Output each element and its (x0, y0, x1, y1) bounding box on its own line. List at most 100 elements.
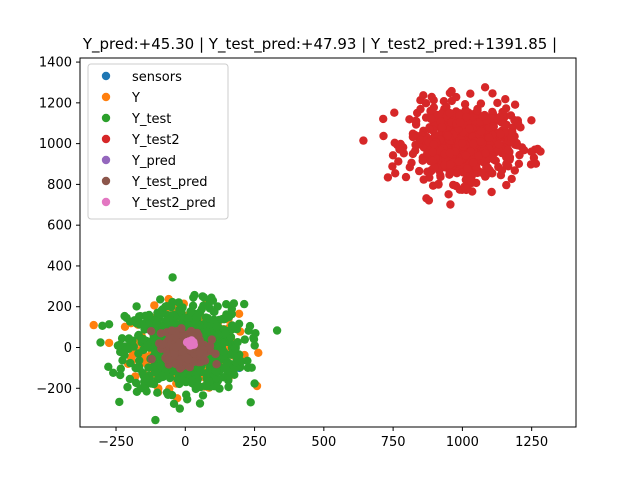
chart-title: Y_pred:+45.30 | Y_test_pred:+47.93 | Y_t… (82, 35, 557, 54)
legend: sensors Y Y_test Y_test2 Y_pred Y_test_pred Y_… (87, 63, 229, 220)
y-tick-label: 1000 (39, 137, 72, 152)
data-point (212, 322, 221, 331)
data-point (473, 168, 482, 178)
data-point (184, 355, 193, 364)
data-point (186, 307, 195, 316)
data-point (116, 364, 126, 373)
data-point (508, 128, 517, 137)
data-point (89, 320, 98, 330)
y-tick-label: 0 (64, 341, 72, 356)
data-point (461, 184, 470, 193)
data-point (401, 172, 411, 182)
data-point (501, 95, 510, 104)
data-point (104, 362, 113, 371)
data-point (218, 338, 228, 348)
data-point (460, 100, 470, 109)
data-point (527, 147, 536, 156)
data-point (229, 299, 239, 308)
data-point (109, 368, 118, 377)
data-point (496, 129, 505, 139)
data-point (190, 290, 199, 300)
data-point (146, 327, 156, 336)
data-point (191, 384, 200, 394)
data-point (476, 127, 486, 136)
data-point (153, 388, 162, 397)
data-point (465, 124, 474, 134)
legend-marker (101, 197, 111, 207)
data-point (138, 334, 148, 344)
data-point (149, 335, 158, 344)
data-point (250, 379, 259, 388)
data-point (123, 382, 132, 392)
data-point (218, 314, 227, 324)
data-point (419, 91, 428, 100)
data-point (224, 382, 233, 392)
data-point (359, 136, 368, 145)
data-point (167, 326, 177, 335)
data-point (156, 361, 165, 370)
data-point (515, 150, 524, 160)
data-point (98, 321, 107, 330)
data-point (126, 358, 135, 368)
data-point (205, 297, 214, 306)
data-point (461, 151, 471, 160)
data-point (488, 89, 497, 98)
series-y-test2-pred (182, 336, 198, 350)
data-point (245, 321, 255, 331)
legend-box (87, 63, 229, 220)
data-point (210, 307, 219, 316)
y-tick-label: 600 (47, 219, 72, 234)
data-point (462, 112, 471, 122)
data-point (234, 319, 244, 328)
data-point (219, 347, 228, 356)
data-point (476, 137, 485, 146)
data-point (454, 157, 464, 166)
data-point (249, 335, 259, 344)
data-point (436, 172, 445, 182)
data-point (494, 145, 503, 155)
data-point (168, 273, 177, 282)
data-point (429, 163, 439, 172)
data-point (168, 297, 177, 307)
data-point (243, 363, 253, 372)
data-point (115, 397, 124, 407)
data-point (156, 310, 165, 319)
data-point (175, 305, 184, 314)
data-point (175, 404, 184, 413)
data-point (379, 114, 388, 124)
data-point (446, 160, 455, 169)
data-point (134, 362, 144, 371)
data-point (467, 177, 476, 186)
data-point (246, 398, 255, 407)
data-point (150, 301, 159, 310)
data-point (272, 326, 282, 335)
data-point (201, 313, 211, 322)
data-point (510, 100, 520, 109)
data-point (426, 114, 436, 124)
data-point (192, 313, 201, 322)
data-point (437, 122, 447, 132)
data-point (423, 167, 432, 176)
x-tick-label: 1000 (446, 435, 479, 450)
data-point (178, 346, 187, 356)
data-point (212, 360, 221, 369)
data-point (228, 321, 237, 330)
data-point (197, 304, 206, 314)
data-point (213, 330, 223, 340)
data-point (473, 106, 482, 115)
data-point (158, 340, 167, 349)
data-point (442, 102, 451, 112)
data-point (502, 180, 511, 190)
data-point (395, 145, 404, 154)
data-point (445, 88, 455, 98)
data-point (445, 148, 455, 158)
data-point (211, 349, 220, 359)
data-point (415, 166, 424, 176)
data-point (458, 139, 467, 148)
data-point (481, 148, 490, 158)
data-point (388, 151, 398, 160)
data-point (531, 159, 541, 168)
data-point (388, 162, 397, 171)
data-point (428, 156, 437, 166)
legend-marker (101, 134, 111, 144)
